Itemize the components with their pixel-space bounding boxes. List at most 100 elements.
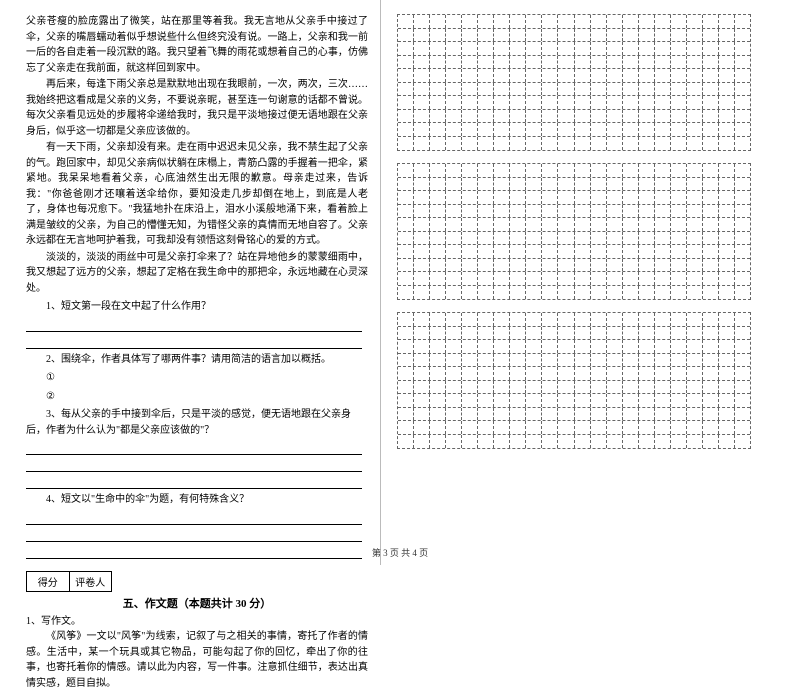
grid-cell	[462, 340, 478, 353]
grid-cell	[607, 286, 623, 300]
grid-cell	[510, 83, 526, 96]
grid-cell	[414, 313, 430, 326]
grid-cell	[703, 15, 719, 28]
grid-row	[398, 110, 750, 124]
grid-cell	[462, 15, 478, 28]
grid-cell	[607, 205, 623, 218]
grid-cell	[398, 96, 414, 109]
grid-cell	[558, 245, 574, 258]
grid-cell	[494, 381, 510, 394]
grid-cell	[414, 408, 430, 421]
answer-line	[26, 529, 362, 542]
grid-cell	[687, 123, 703, 136]
grid-cell	[558, 164, 574, 177]
grid-cell	[478, 42, 494, 55]
grid-cell	[510, 164, 526, 177]
writing-grid-box	[397, 14, 751, 151]
grid-cell	[542, 83, 558, 96]
grid-cell	[591, 394, 607, 407]
grid-cell	[623, 259, 639, 272]
grid-cell	[398, 394, 414, 407]
grid-cell	[639, 137, 655, 151]
grid-row	[398, 123, 750, 137]
grid-cell	[478, 137, 494, 151]
grid-cell	[575, 15, 591, 28]
grid-cell	[526, 367, 542, 380]
grid-cell	[510, 354, 526, 367]
grid-cell	[510, 327, 526, 340]
grid-cell	[494, 110, 510, 123]
grid-cell	[623, 178, 639, 191]
grid-cell	[558, 205, 574, 218]
grid-cell	[591, 83, 607, 96]
grid-cell	[687, 29, 703, 42]
grid-cell	[494, 15, 510, 28]
grid-cell	[703, 381, 719, 394]
grid-cell	[735, 218, 750, 231]
grid-cell	[398, 327, 414, 340]
grid-cell	[735, 354, 750, 367]
grid-cell	[510, 313, 526, 326]
grid-cell	[735, 123, 750, 136]
grid-cell	[719, 110, 735, 123]
grid-cell	[542, 286, 558, 300]
passage-p2: 再后来，每逢下雨父亲总是默默地出现在我眼前，一次，两次，三次……我始终把这看成是…	[26, 77, 368, 139]
grid-cell	[494, 123, 510, 136]
grid-cell	[703, 394, 719, 407]
grid-cell	[607, 29, 623, 42]
grid-cell	[639, 272, 655, 285]
grid-cell	[430, 29, 446, 42]
grid-cell	[398, 56, 414, 69]
grid-cell	[478, 83, 494, 96]
grid-cell	[687, 272, 703, 285]
grid-cell	[735, 435, 750, 449]
grid-cell	[703, 218, 719, 231]
grid-cell	[542, 259, 558, 272]
grid-row	[398, 96, 750, 110]
grid-cell	[478, 164, 494, 177]
grid-cell	[719, 259, 735, 272]
grid-cell	[462, 327, 478, 340]
grid-cell	[526, 110, 542, 123]
grid-cell	[591, 218, 607, 231]
grid-cell	[703, 110, 719, 123]
grid-cell	[462, 56, 478, 69]
grid-cell	[430, 83, 446, 96]
grid-cell	[655, 205, 671, 218]
grid-cell	[398, 286, 414, 300]
grid-cell	[446, 15, 462, 28]
grid-cell	[414, 367, 430, 380]
grid-cell	[591, 29, 607, 42]
grid-cell	[607, 96, 623, 109]
grid-cell	[430, 178, 446, 191]
grid-cell	[655, 123, 671, 136]
grid-cell	[462, 83, 478, 96]
grid-cell	[462, 232, 478, 245]
grid-cell	[735, 205, 750, 218]
grid-cell	[430, 408, 446, 421]
grid-cell	[639, 56, 655, 69]
grid-cell	[462, 367, 478, 380]
grid-cell	[655, 367, 671, 380]
grid-cell	[639, 327, 655, 340]
grid-cell	[398, 110, 414, 123]
grid-cell	[478, 123, 494, 136]
grid-cell	[542, 245, 558, 258]
grid-cell	[671, 42, 687, 55]
grid-cell	[526, 313, 542, 326]
grid-cell	[462, 435, 478, 449]
grid-cell	[687, 15, 703, 28]
grid-cell	[639, 286, 655, 300]
grid-cell	[735, 394, 750, 407]
grid-cell	[478, 178, 494, 191]
grid-cell	[558, 123, 574, 136]
grid-cell	[558, 191, 574, 204]
answer-line	[26, 442, 362, 455]
grid-cell	[575, 272, 591, 285]
grid-cell	[607, 178, 623, 191]
grid-cell	[655, 327, 671, 340]
grid-cell	[687, 421, 703, 434]
grid-cell	[687, 137, 703, 151]
grid-cell	[719, 421, 735, 434]
grid-cell	[510, 381, 526, 394]
